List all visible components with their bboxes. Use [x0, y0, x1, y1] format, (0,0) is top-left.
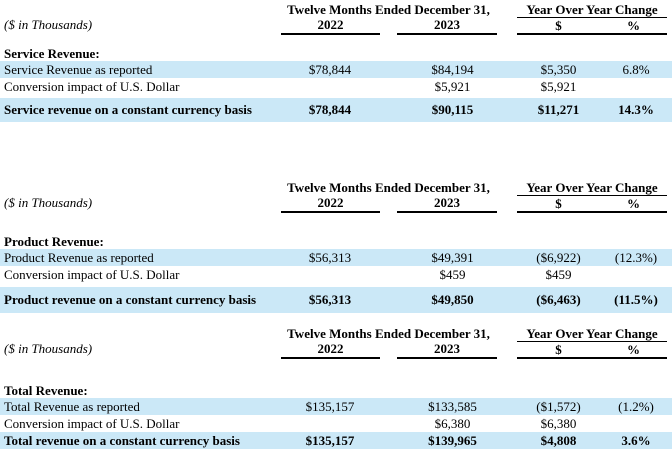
row-label: Product Revenue as reported [4, 250, 154, 265]
change-dollar: ($6,922) [536, 250, 581, 265]
column-header-2022: 2022 [281, 17, 380, 35]
column-header-percent: % [627, 342, 640, 357]
change-percent: 6.8% [622, 62, 650, 77]
period-header: Twelve Months Ended December 31, [287, 326, 490, 341]
value-2023: $49,391 [431, 250, 474, 265]
table-header: ($ in Thousands) Twelve Months Ended Dec… [0, 326, 672, 360]
column-header-2023: 2023 [397, 17, 497, 35]
value-2023: $84,194 [431, 62, 474, 77]
value-2023: $90,115 [431, 102, 474, 117]
yoy-header: Year Over Year Change [517, 326, 667, 342]
table-row: Service Revenue as reported $78,844 $84,… [0, 61, 672, 78]
row-label: Conversion impact of U.S. Dollar [4, 79, 180, 94]
period-header: Twelve Months Ended December 31, [287, 180, 490, 195]
change-dollar: $11,271 [537, 102, 580, 117]
row-label: Conversion impact of U.S. Dollar [4, 267, 180, 282]
change-percent [600, 415, 672, 432]
column-header-percent: % [627, 196, 640, 211]
row-label: Product revenue on a constant currency b… [4, 292, 257, 307]
change-percent: 14.3% [618, 102, 654, 117]
value-2022: $135,157 [305, 433, 355, 448]
change-dollar: $5,350 [540, 62, 577, 77]
section-title: Total Revenue: [4, 383, 88, 398]
column-header-dollar: $ [555, 18, 562, 33]
value-2023: $139,965 [428, 433, 477, 448]
section-title: Product Revenue: [4, 234, 104, 249]
table-row-total: Total revenue on a constant currency bas… [0, 432, 672, 449]
value-2023: $6,380 [434, 416, 471, 431]
value-2022: $78,844 [308, 102, 352, 117]
column-header-dollar: $ [555, 196, 562, 211]
yoy-header: Year Over Year Change [517, 180, 667, 196]
column-header-2023: 2023 [397, 195, 497, 213]
change-dollar: ($6,463) [536, 292, 581, 307]
row-label: Conversion impact of U.S. Dollar [4, 416, 180, 431]
value-2023: $459 [439, 267, 466, 282]
value-2022: $135,157 [305, 399, 355, 414]
change-percent: (1.2%) [618, 399, 654, 414]
service-revenue-table: ($ in Thousands) Twelve Months Ended Dec… [0, 2, 672, 122]
yoy-subheader: $ % [517, 342, 667, 359]
value-2023: $49,850 [431, 292, 474, 307]
change-dollar: ($1,572) [536, 399, 581, 414]
change-dollar: $5,921 [540, 79, 577, 94]
value-2022: $78,844 [308, 62, 352, 77]
period-header: Twelve Months Ended December 31, [287, 2, 490, 17]
table-row-total: Service revenue on a constant currency b… [0, 98, 672, 122]
section-title: Service Revenue: [4, 46, 100, 61]
change-percent [600, 78, 672, 95]
change-percent: (11.5%) [614, 292, 658, 307]
table-row: Conversion impact of U.S. Dollar $5,921 … [0, 78, 672, 95]
yoy-header: Year Over Year Change [517, 2, 667, 18]
row-label: Service Revenue as reported [4, 62, 153, 77]
units-label: ($ in Thousands) [4, 341, 93, 356]
row-label: Total revenue on a constant currency bas… [4, 433, 240, 448]
column-header-2022: 2022 [281, 195, 380, 213]
value-2022 [272, 266, 388, 283]
table-row: Product Revenue as reported $56,313 $49,… [0, 249, 672, 266]
column-header-percent: % [627, 18, 640, 33]
value-2022: $56,313 [308, 292, 352, 307]
product-revenue-table: ($ in Thousands) Twelve Months Ended Dec… [0, 180, 672, 313]
row-label: Total Revenue as reported [4, 399, 140, 414]
change-percent: 3.6% [621, 433, 651, 448]
value-2023: $133,585 [428, 399, 477, 414]
table-header: ($ in Thousands) Twelve Months Ended Dec… [0, 180, 672, 214]
row-label: Service revenue on a constant currency b… [4, 102, 252, 117]
value-2022 [272, 78, 388, 95]
table-header: ($ in Thousands) Twelve Months Ended Dec… [0, 2, 672, 36]
change-percent: (12.3%) [614, 250, 658, 265]
table-row: Conversion impact of U.S. Dollar $459 $4… [0, 266, 672, 283]
change-dollar: $459 [545, 267, 572, 282]
yoy-subheader: $ % [517, 18, 667, 35]
table-row-total: Product revenue on a constant currency b… [0, 287, 672, 313]
table-row: Total Revenue as reported $135,157 $133,… [0, 398, 672, 415]
total-revenue-table: ($ in Thousands) Twelve Months Ended Dec… [0, 326, 672, 449]
table-row: Conversion impact of U.S. Dollar $6,380 … [0, 415, 672, 432]
change-dollar: $4,808 [540, 433, 577, 448]
yoy-subheader: $ % [517, 196, 667, 213]
units-label: ($ in Thousands) [4, 17, 93, 32]
column-header-dollar: $ [555, 342, 562, 357]
change-dollar: $6,380 [540, 416, 577, 431]
units-label: ($ in Thousands) [4, 195, 93, 210]
value-2023: $5,921 [434, 79, 471, 94]
change-percent [600, 266, 672, 283]
value-2022 [272, 415, 388, 432]
value-2022: $56,313 [308, 250, 352, 265]
column-header-2023: 2023 [397, 341, 497, 359]
column-header-2022: 2022 [281, 341, 380, 359]
